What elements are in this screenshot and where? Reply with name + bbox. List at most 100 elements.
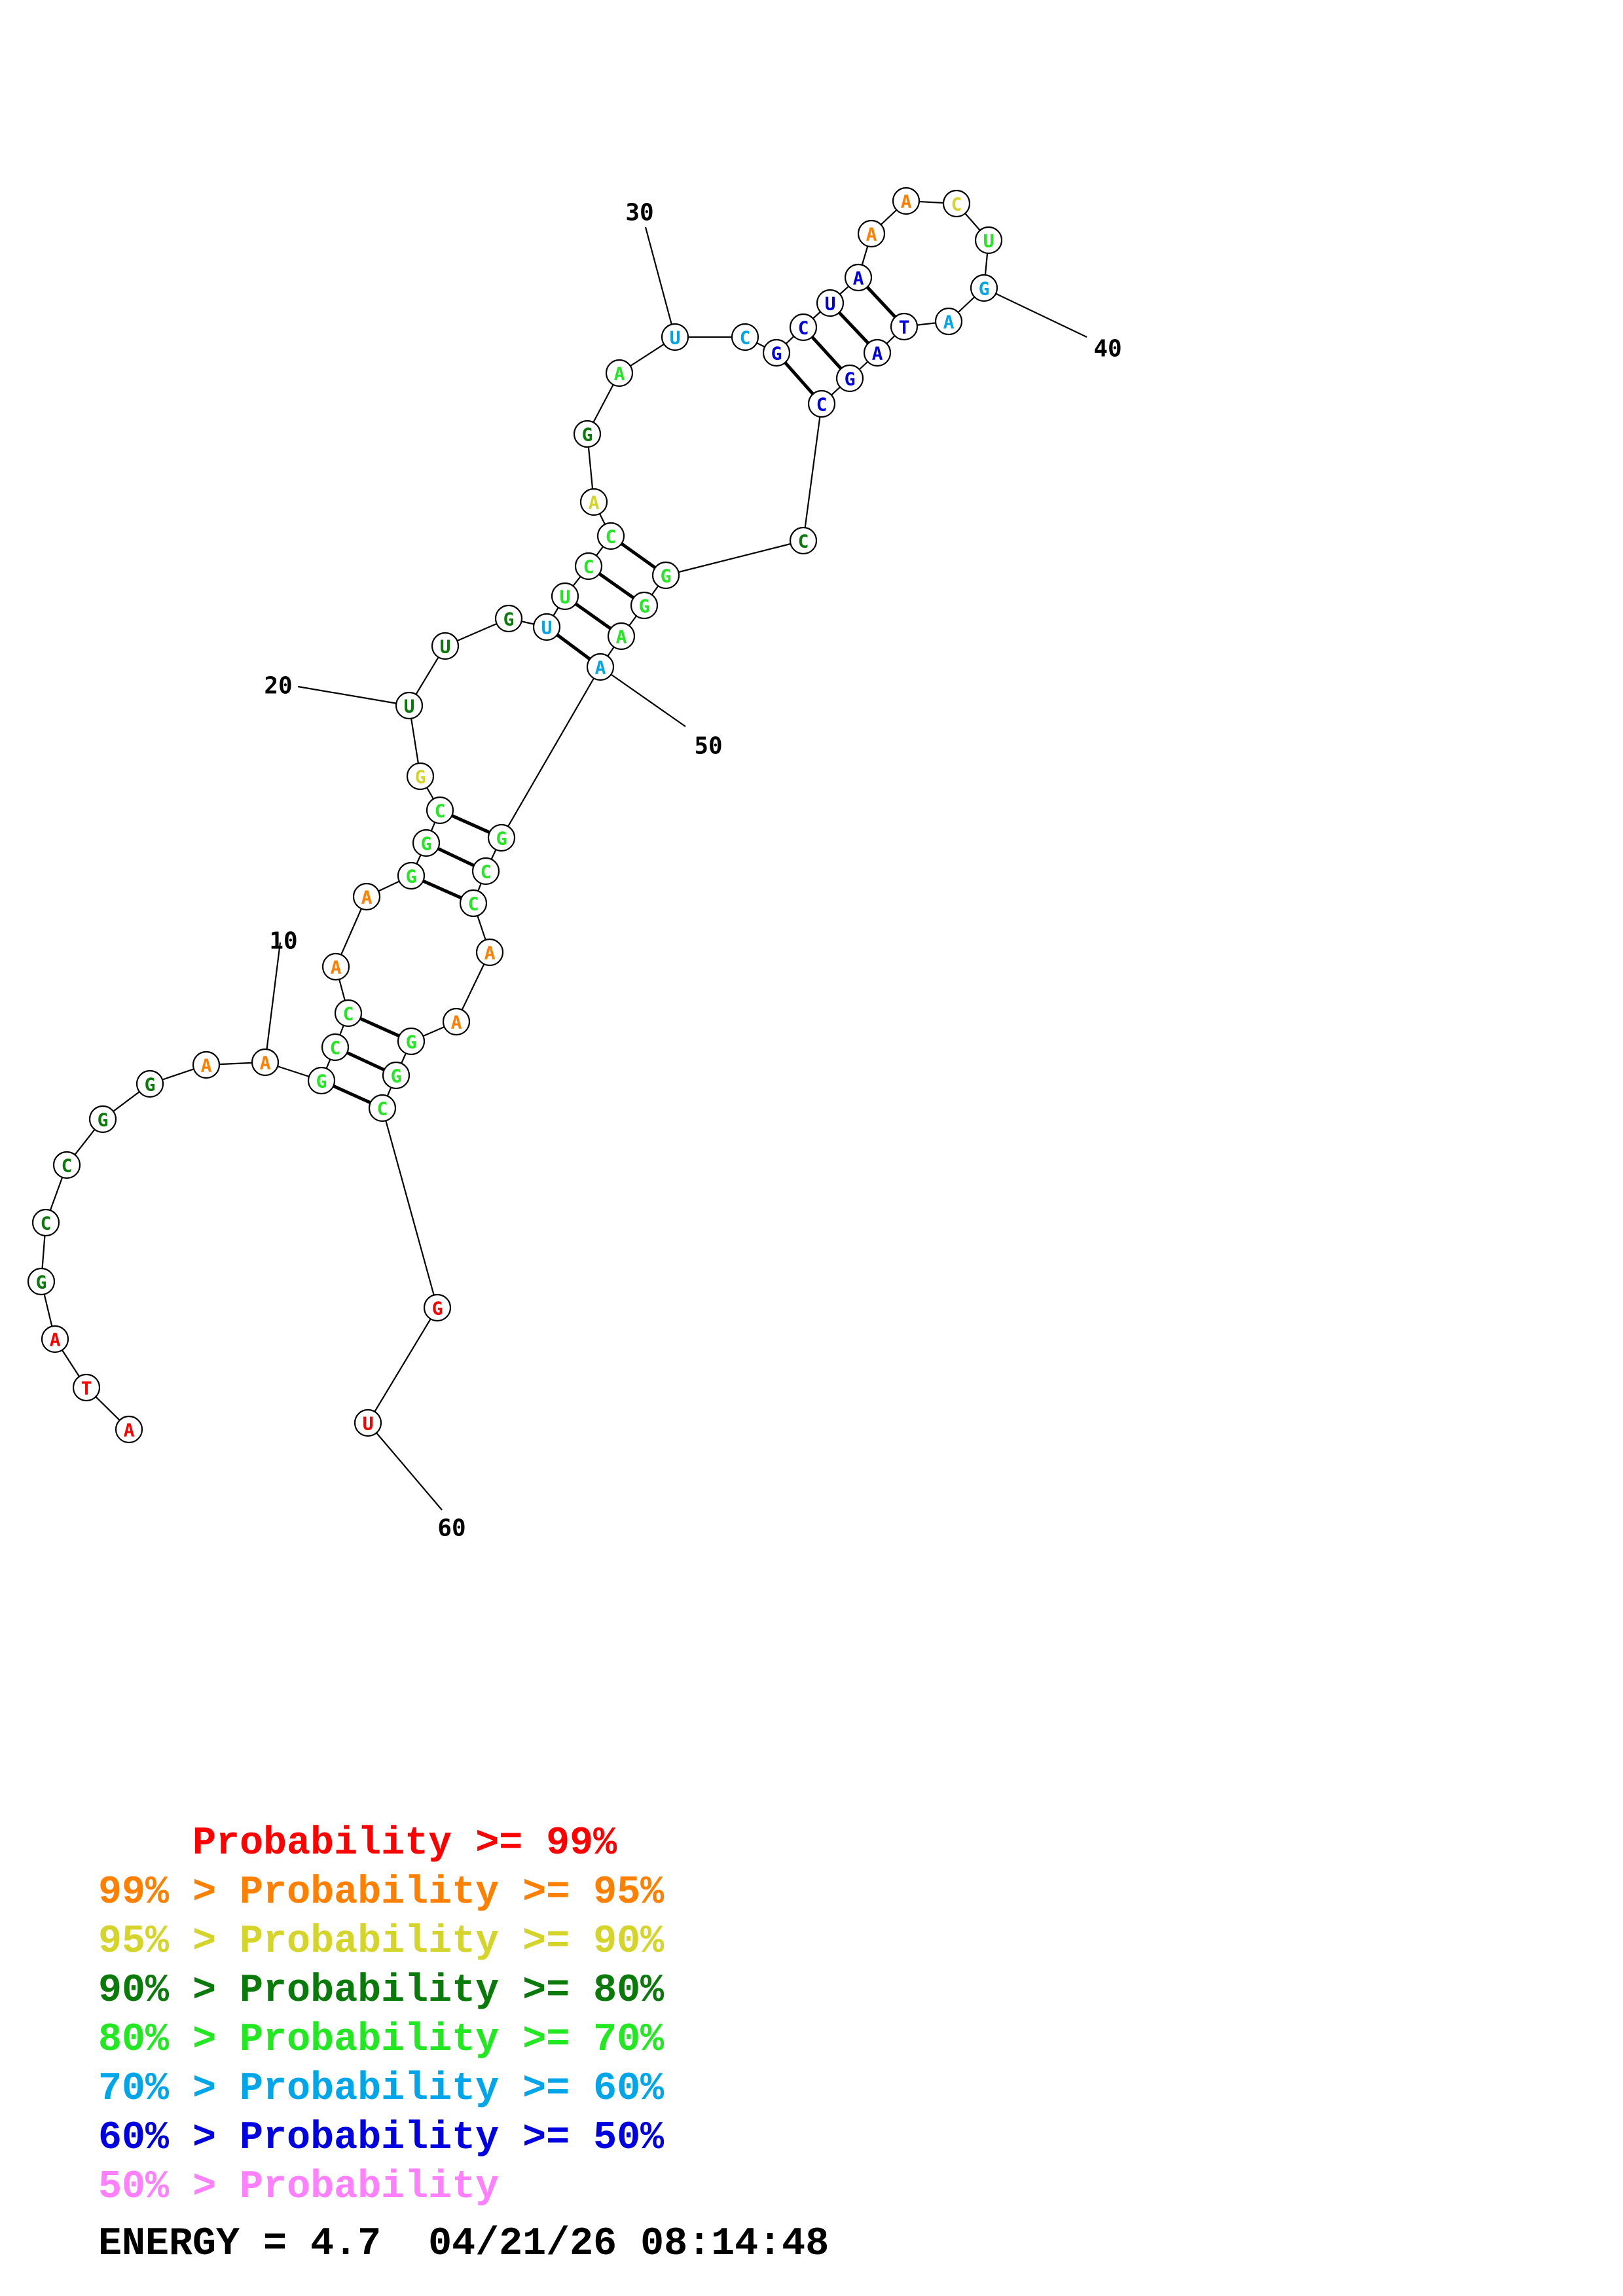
nucleotide-base: G: [496, 828, 507, 850]
nucleotide-base: A: [872, 343, 883, 365]
nucleotide-base: A: [201, 1055, 212, 1077]
nucleotide: G: [88, 1105, 117, 1134]
legend-row-p60: 70% > Probability >= 60%: [98, 2065, 664, 2114]
nucleotide: G: [307, 1066, 336, 1095]
nucleotide-circle: [487, 823, 516, 852]
nucleotide: A: [605, 359, 634, 387]
base-pair-bond: [346, 1051, 385, 1071]
nucleotide-circle: [321, 952, 350, 981]
nucleotide-base: A: [124, 1420, 135, 1441]
nucleotide-base: C: [343, 1003, 354, 1025]
nucleotide-base: C: [606, 526, 617, 548]
nucleotide: U: [395, 691, 424, 720]
nucleotide: A: [586, 653, 615, 681]
nucleotide-base: C: [435, 800, 446, 822]
nucleotide-circle: [762, 338, 791, 367]
index-tick: [266, 942, 282, 1050]
nucleotide: G: [382, 1061, 410, 1090]
nucleotide-circle: [397, 861, 426, 890]
base-pair-bond: [333, 1084, 371, 1105]
nucleotide-base: C: [41, 1213, 52, 1234]
nucleotide: G: [412, 829, 441, 857]
nucleotide-circle: [890, 312, 919, 341]
nucleotide: G: [762, 338, 791, 367]
nucleotide-circle: [844, 263, 873, 292]
nucleotide-base: G: [415, 766, 426, 788]
nucleotide-circle: [586, 653, 615, 681]
nucleotide: A: [857, 219, 886, 248]
nucleotide-circle: [942, 189, 971, 218]
nucleotide-base: A: [595, 657, 606, 679]
nucleotide: A: [352, 882, 381, 911]
nucleotide: G: [573, 420, 602, 448]
legend-label: Probability >= 99%: [192, 1821, 617, 1866]
legend-row-plt50: 50% > Probability: [98, 2163, 664, 2212]
nucleotide-base: G: [582, 424, 593, 446]
nucleotide-circle: [816, 289, 845, 317]
nucleotide-circle: [630, 591, 659, 620]
nucleotide: U: [354, 1408, 382, 1437]
nucleotide-circle: [651, 561, 680, 590]
backbone-link: [381, 1107, 439, 1308]
nucleotide-circle: [72, 1373, 101, 1402]
backbone-link: [501, 666, 601, 838]
nucleotide: C: [471, 857, 500, 886]
nucleotide: T: [890, 312, 919, 341]
nucleotide-circle: [397, 1027, 426, 1056]
nucleotide-base: A: [901, 191, 912, 213]
legend-row-p80: 90% > Probability >= 80%: [98, 1967, 664, 2016]
nucleotide-base: G: [98, 1109, 109, 1131]
position-label: 50: [694, 733, 722, 760]
nucleotide-base: G: [979, 278, 990, 300]
nucleotide-base: A: [361, 887, 373, 908]
nucleotide: U: [661, 323, 689, 351]
energy-value: ENERGY = 4.7: [98, 2222, 382, 2267]
nucleotide-base: G: [36, 1272, 47, 1293]
legend-label: Probability >= 95%: [240, 1871, 665, 1915]
base-pair-bond: [598, 572, 635, 600]
nucleotide: G: [136, 1069, 164, 1098]
legend-row-p50: 60% > Probability >= 50%: [98, 2114, 664, 2163]
nucleotide-base: C: [62, 1155, 73, 1177]
nucleotide: A: [115, 1415, 143, 1444]
nucleotide: U: [532, 613, 561, 641]
legend-label: Probability: [240, 2165, 500, 2210]
nucleotide: G: [397, 861, 426, 890]
nucleotide-circle: [475, 938, 504, 967]
nucleotide-circle: [52, 1151, 81, 1179]
nucleotide: C: [368, 1094, 397, 1122]
nucleotide-circle: [334, 999, 363, 1028]
nucleotide: G: [406, 762, 435, 791]
position-label: 30: [625, 200, 653, 226]
nucleotide-base: G: [771, 343, 782, 365]
nucleotide: C: [596, 522, 625, 550]
nucleotide: C: [789, 313, 818, 342]
legend-prefix: 70% >: [98, 2067, 240, 2111]
nucleotide: U: [431, 632, 460, 660]
nucleotide-circle: [307, 1066, 336, 1095]
nucleotide: A: [892, 187, 921, 215]
base-pair-bond: [422, 879, 462, 900]
nucleotide-circle: [321, 1033, 350, 1062]
base-pair-bond: [451, 814, 490, 834]
nucleotide-base: C: [377, 1098, 388, 1120]
nucleotide: G: [970, 274, 998, 302]
nucleotide-circle: [41, 1325, 69, 1354]
nucleotide-base: U: [541, 617, 553, 639]
nucleotide-circle: [731, 323, 759, 351]
probability-legend: Probability >= 99% 99% > Probability >= …: [98, 1820, 664, 2212]
nucleotide-base: U: [670, 327, 681, 349]
nucleotide: C: [731, 323, 759, 351]
nucleotide-base: G: [421, 833, 432, 855]
legend-label: Probability >= 60%: [240, 2067, 665, 2111]
nucleotide-base: C: [330, 1037, 341, 1059]
nucleotide-circle: [354, 1408, 382, 1437]
nucleotide-circle: [426, 796, 454, 825]
nucleotide: U: [974, 226, 1003, 255]
nucleotide-base: U: [404, 696, 415, 717]
nucleotide-circle: [532, 613, 561, 641]
legend-prefix: 99% >: [98, 1871, 240, 1915]
nucleotide-circle: [574, 552, 603, 581]
nucleotide: C: [789, 526, 818, 555]
nucleotide-base: G: [316, 1071, 327, 1092]
